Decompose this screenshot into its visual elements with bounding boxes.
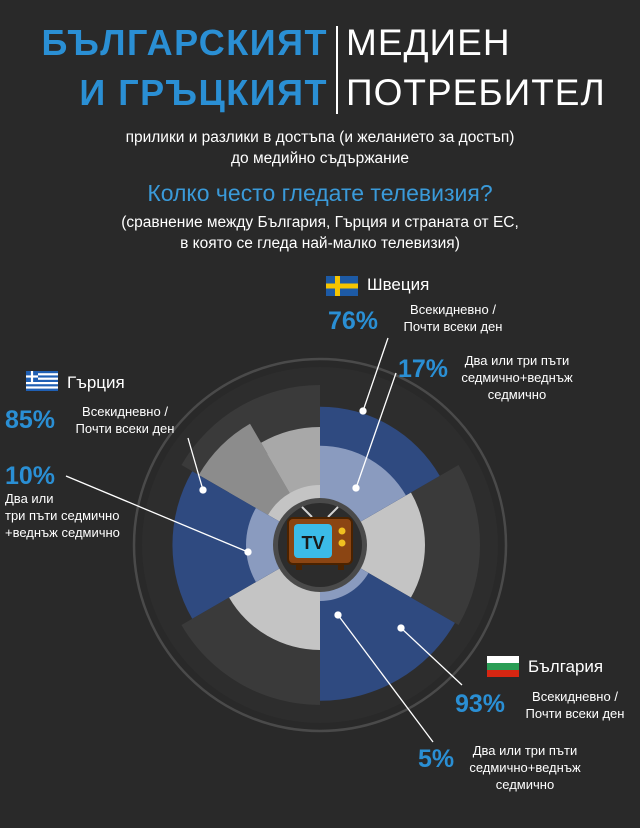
sweden-weekly-pct: 17% <box>398 355 449 383</box>
sweden-daily-pct: 76% <box>328 307 379 335</box>
question-sub-line1: (сравнение между България, Гърция и стра… <box>121 214 519 231</box>
subtitle-line2: до медийно съдържание <box>230 150 410 167</box>
country-label-sweden: Швеция <box>367 275 430 294</box>
sweden-weekly-line1: Два или три пъти <box>464 353 570 368</box>
leader-dot-greece-weekly <box>244 548 252 556</box>
sweden-daily-line1: Всекидневно / <box>410 302 496 317</box>
greece-daily-pct: 85% <box>5 406 56 434</box>
leader-dot-sweden-weekly <box>352 484 360 492</box>
leader-greece-weekly <box>65 475 249 553</box>
country-label-bulgaria: България <box>528 657 604 676</box>
greece-weekly-line3: +веднъж седмично <box>5 525 120 540</box>
leader-dot-greece-daily <box>199 486 207 494</box>
sector-grey-outer-0 <box>410 465 480 625</box>
sector-grey-inner-0 <box>352 492 426 598</box>
greece-daily-line1: Всекидневно / <box>82 404 168 419</box>
bulgaria-weekly-label: Два или три пъти седмично+веднъж седмичн… <box>450 742 600 793</box>
bulgaria-flag <box>487 656 519 677</box>
leader-sweden-weekly <box>355 372 397 489</box>
sector-grey-greece-b <box>261 427 320 494</box>
sweden-weekly-line2: седмично+веднъж <box>461 370 573 385</box>
greece-weekly-label: Два или три пъти седмично +веднъж седмич… <box>5 490 120 541</box>
leader-greece-daily <box>187 437 204 491</box>
chart-outer-ring <box>132 357 508 733</box>
greece-weekly-line1: Два или <box>5 491 54 506</box>
bulgaria-daily-line2: Почти всеки ден <box>525 706 625 721</box>
bulgaria-weekly-line3: седмично <box>495 777 555 792</box>
bulgaria-weekly-line2: седмично+веднъж <box>469 760 581 775</box>
sector-grey-greece-a <box>198 423 290 515</box>
country-label-greece: Гърция <box>67 373 125 392</box>
question-sub-line2: в която се гледа най-малко телевизия) <box>180 235 460 252</box>
question-title: Колко често гледате телевизия? <box>147 180 493 206</box>
title-left-line1: БЪЛГАРСКИЯТ <box>41 22 328 63</box>
tv-icon: TV <box>287 506 353 570</box>
greece-daily-label: Всекидневно / Почти всеки ден <box>60 403 190 437</box>
bulgaria-weekly-pct: 5% <box>418 745 455 773</box>
greece-flag <box>26 371 58 391</box>
sweden-daily-line2: Почти всеки ден <box>403 319 503 334</box>
sweden-weekly-label: Два или три пъти седмично+веднъж седмичн… <box>452 352 582 403</box>
sector-daily-bulgaria <box>320 564 455 701</box>
sweden-weekly-line3: седмично <box>487 387 547 402</box>
bulgaria-weekly-line1: Два или три пъти <box>472 743 578 758</box>
bulgaria-daily-label: Всекидневно / Почти всеки ден <box>510 688 640 722</box>
greece-daily-line2: Почти всеки ден <box>75 421 175 436</box>
sector-grey-outer-1 <box>181 597 320 705</box>
greece-weekly-pct: 10% <box>5 462 56 490</box>
title-right-line2: ПОТРЕБИТЕЛ <box>346 72 606 113</box>
bulgaria-daily-pct: 93% <box>455 690 506 718</box>
sweden-daily-label: Всекидневно / Почти всеки ден <box>388 301 518 335</box>
leader-dot-bulgaria-weekly <box>334 611 342 619</box>
title-right-line1: МЕДИЕН <box>346 22 511 63</box>
leader-bulgaria-weekly <box>337 614 434 743</box>
subtitle-line1: прилики и разлики в достъпа (и желанието… <box>125 129 515 146</box>
greece-weekly-line2: три пъти седмично <box>5 508 120 523</box>
leader-dot-sweden-daily <box>359 407 367 415</box>
title-divider <box>336 26 338 114</box>
title-left-line2: И ГРЪЦКИЯТ <box>79 72 328 113</box>
tv-icon-label: TV <box>301 533 324 553</box>
sweden-flag <box>326 276 358 296</box>
leader-dot-bulgaria-daily <box>397 624 405 632</box>
bulgaria-daily-line1: Всекидневно / <box>532 689 618 704</box>
leader-sweden-daily <box>362 337 389 412</box>
leader-bulgaria-daily <box>400 627 463 686</box>
